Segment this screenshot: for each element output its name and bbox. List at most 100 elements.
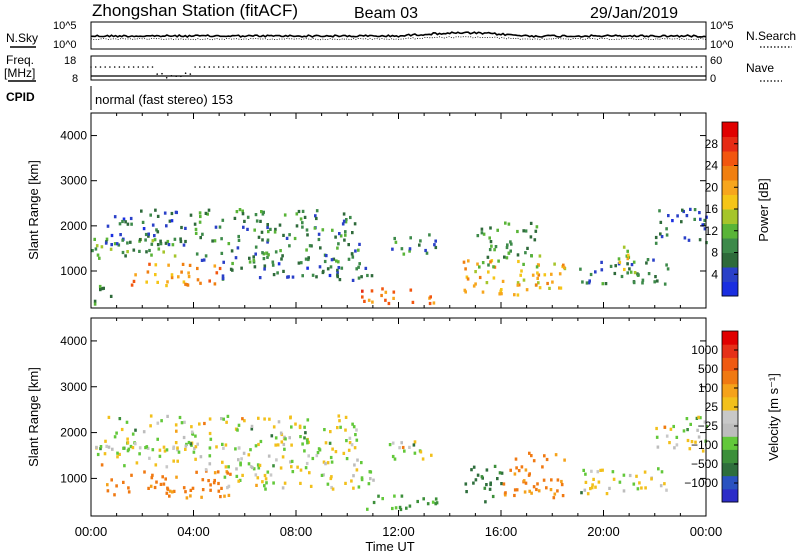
power-cell [347, 257, 351, 261]
power-cell [274, 227, 277, 231]
velocity-cell [290, 465, 293, 469]
power-cell [227, 242, 231, 246]
nave-point [147, 66, 149, 68]
velocity-cell [372, 500, 376, 505]
velocity-cell [225, 420, 228, 424]
velocity-cell [226, 471, 229, 475]
velocity-cell [344, 415, 348, 419]
nave-point [217, 66, 220, 68]
velocity-cell [284, 437, 287, 441]
power-cell [262, 210, 265, 214]
power-cell [304, 257, 308, 261]
y-tick-label: 1000 [60, 264, 87, 278]
x-tick-label: 08:00 [280, 524, 313, 539]
velocity-cell [334, 450, 338, 454]
power-cell [663, 282, 667, 286]
velocity-cell [201, 488, 205, 492]
nave-point [260, 66, 263, 68]
power-cell [493, 248, 496, 252]
velocity-cell [105, 444, 108, 448]
power-cell [632, 281, 636, 285]
velocity-cell [200, 495, 203, 499]
velocity-cell [201, 478, 205, 482]
y-tick-label: 2000 [60, 219, 87, 233]
velocity-cell [209, 488, 212, 492]
nave-point [303, 66, 305, 68]
power-cell [480, 231, 484, 235]
velocity-cell [330, 475, 333, 479]
nave-point [203, 66, 206, 68]
power-cell [147, 234, 150, 238]
velocity-cell [258, 463, 262, 467]
velocity-cell [524, 481, 528, 485]
power-cell [261, 212, 265, 216]
velocity-cell [330, 485, 333, 490]
power-cell [392, 296, 395, 300]
power-cell [357, 276, 361, 280]
power-cell [506, 243, 509, 247]
velocity-cell [120, 427, 124, 432]
nave-point [123, 66, 125, 68]
power-cell [434, 245, 438, 250]
velocity-cell [326, 461, 330, 465]
power-cell [221, 218, 225, 222]
velocity-cell [309, 484, 313, 488]
power-cell [194, 227, 198, 231]
power-cell [498, 292, 501, 296]
power-cell [202, 258, 206, 262]
nave-point [454, 66, 457, 68]
power-cell [562, 263, 565, 267]
noise-right-tick-top: 10^5 [710, 20, 734, 32]
nave-point [312, 66, 315, 68]
power-cell [221, 274, 225, 278]
velocity-cell [320, 473, 324, 477]
velocity-cell [556, 489, 559, 493]
velocity-cell [324, 441, 328, 445]
nave-point [255, 66, 258, 68]
power-cell [237, 238, 241, 242]
power-cell [278, 223, 282, 227]
power-cell [300, 261, 303, 265]
velocity-cell [612, 477, 616, 481]
power-cell [363, 299, 366, 303]
velocity-cell [279, 431, 283, 435]
velocity-cell [216, 470, 220, 474]
power-heatmap-cells [91, 207, 708, 306]
velocity-cell [184, 490, 187, 494]
velocity-cell [166, 414, 169, 418]
power-cell [295, 224, 299, 228]
power-cell [641, 278, 645, 282]
power-cell [307, 256, 310, 260]
velocity-cell [480, 475, 484, 479]
power-cell [159, 239, 162, 243]
power-cell [343, 238, 346, 242]
colorbar-tick-label: −1000 [684, 476, 718, 490]
power-cell [522, 278, 526, 282]
velocity-cell [274, 443, 277, 447]
power-cell [350, 252, 354, 256]
power-cell [231, 261, 234, 266]
velocity-cell [236, 428, 239, 432]
power-cell [318, 265, 322, 269]
velocity-cell [207, 479, 210, 483]
nave-point [374, 66, 376, 68]
velocity-cell [324, 462, 327, 466]
power-cell [337, 242, 340, 246]
velocity-cell [618, 480, 622, 484]
power-cell [126, 222, 130, 226]
velocity-cell [122, 446, 125, 450]
velocity-cell [235, 474, 239, 478]
velocity-cell [377, 494, 380, 498]
power-cell [524, 229, 528, 233]
velocity-cell [537, 489, 541, 493]
velocity-cell [345, 457, 349, 461]
power-cell [550, 272, 553, 276]
velocity-cell [158, 448, 162, 452]
velocity-cell [166, 487, 170, 491]
power-cell [507, 251, 511, 255]
velocity-cell [223, 494, 226, 498]
power-cell [358, 262, 361, 266]
power-cell [254, 245, 258, 249]
velocity-cell [171, 490, 174, 494]
power-cell [132, 248, 136, 252]
